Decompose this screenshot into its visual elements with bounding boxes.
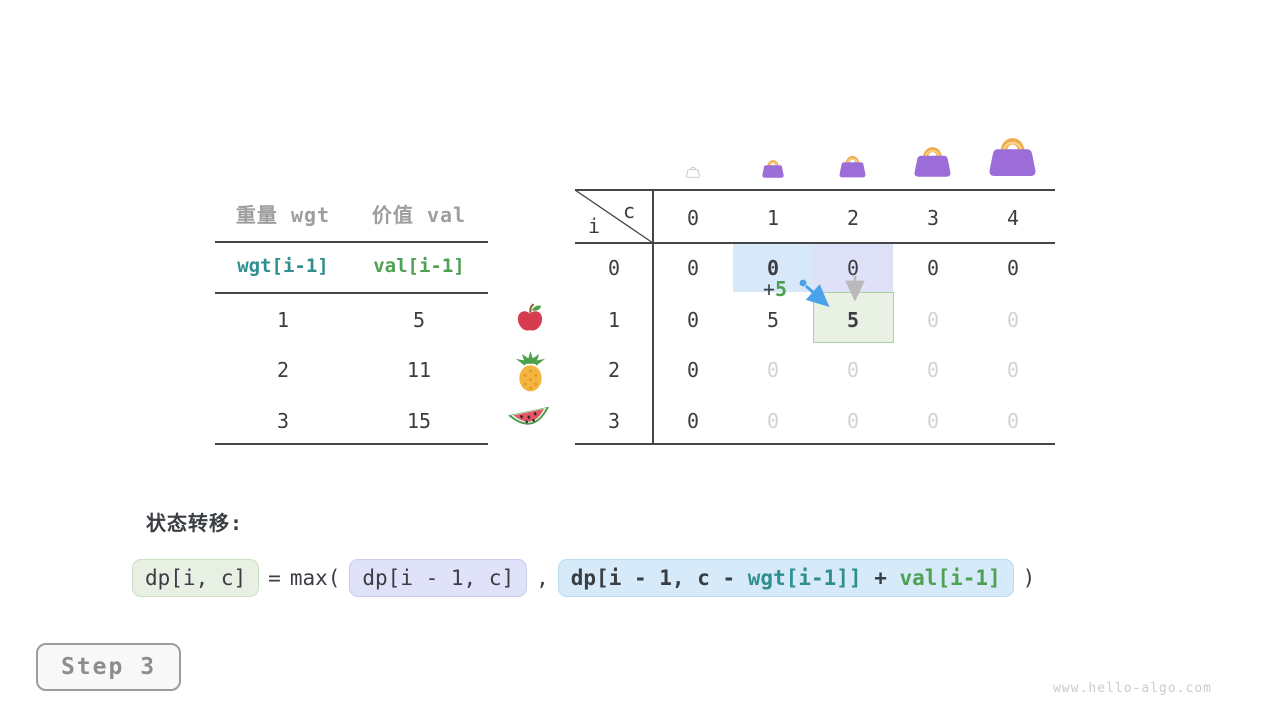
added-value: 5 bbox=[775, 277, 788, 301]
dp-corner-col-label: c bbox=[622, 199, 636, 223]
items-index-val: val[i-1] bbox=[373, 255, 465, 277]
apple-icon bbox=[517, 303, 543, 331]
item-value: 11 bbox=[406, 358, 432, 382]
dp-cell-current: 5 bbox=[846, 308, 860, 332]
dp-cell: 0 bbox=[1006, 256, 1020, 280]
diagonal-add-arrow-icon bbox=[799, 279, 830, 308]
formula-equals: = bbox=[268, 566, 281, 590]
dp-row-header: 2 bbox=[607, 358, 621, 382]
dp-col-header: 3 bbox=[926, 206, 940, 230]
item-weight: 3 bbox=[276, 409, 290, 433]
dp-col-header: 2 bbox=[846, 206, 860, 230]
formula-arg-take-head: dp[i - 1, c - bbox=[570, 566, 748, 590]
dp-rule-vertical bbox=[652, 189, 654, 445]
item-value: 15 bbox=[406, 409, 432, 433]
dp-cell: 0 bbox=[1006, 308, 1020, 332]
dp-row-header: 1 bbox=[607, 308, 621, 332]
formula-arg-take-val: val[i-1] bbox=[899, 566, 1001, 590]
dp-cell: 0 bbox=[766, 358, 780, 382]
dp-cell: 0 bbox=[846, 358, 860, 382]
watermelon-icon bbox=[508, 406, 550, 425]
dp-corner-row-label: i bbox=[587, 214, 601, 238]
formula-lhs: dp[i, c] bbox=[132, 559, 260, 597]
item-value: 5 bbox=[412, 308, 426, 332]
formula-arg-take-wgt: wgt[i-1]] bbox=[747, 566, 862, 590]
watermark: www.hello-algo.com bbox=[1053, 681, 1212, 696]
dp-col-header: 1 bbox=[766, 206, 780, 230]
dp-rule-top bbox=[575, 189, 1055, 191]
items-table-rule-mid bbox=[215, 292, 488, 294]
items-index-wgt: wgt[i-1] bbox=[237, 255, 329, 277]
dp-cell: 0 bbox=[926, 308, 940, 332]
dp-cell: 0 bbox=[686, 256, 700, 280]
dp-row-header: 0 bbox=[607, 256, 621, 280]
dp-cell: 0 bbox=[846, 256, 860, 280]
dp-cell: 0 bbox=[1006, 358, 1020, 382]
formula-comma: , bbox=[536, 566, 549, 590]
formula-max-open: max( bbox=[289, 566, 341, 590]
item-weight: 1 bbox=[276, 308, 290, 332]
items-col-header-weight: 重量 wgt bbox=[235, 203, 331, 227]
dp-cell: 0 bbox=[1006, 409, 1020, 433]
dp-cell: 5 bbox=[766, 308, 780, 332]
dp-cell: 0 bbox=[766, 409, 780, 433]
formula-close-paren: ) bbox=[1022, 566, 1036, 590]
dp-rule-bottom bbox=[575, 443, 1055, 445]
dp-cell: 0 bbox=[686, 308, 700, 332]
formula-arg-take: dp[i - 1, c - wgt[i-1]] + val[i-1] bbox=[557, 559, 1014, 597]
dp-col-header: 0 bbox=[686, 206, 700, 230]
item-weight: 2 bbox=[276, 358, 290, 382]
step-badge: Step 3 bbox=[36, 643, 181, 691]
bag-lg-icon bbox=[989, 138, 1036, 176]
bag-sm-icon bbox=[839, 156, 866, 178]
dp-cell: 0 bbox=[926, 256, 940, 280]
dp-row-header: 3 bbox=[607, 409, 621, 433]
formula-arg-take-plus: + bbox=[861, 566, 900, 590]
pineapple-icon bbox=[515, 351, 546, 392]
transition-add-value-label: +5 bbox=[763, 277, 787, 301]
dp-col-header: 4 bbox=[1006, 206, 1020, 230]
dp-cell: 0 bbox=[926, 358, 940, 382]
bag-md-icon bbox=[914, 147, 951, 177]
highlight-cell-prev-same-c bbox=[733, 244, 813, 292]
dp-cell: 0 bbox=[686, 358, 700, 382]
dp-cell: 0 bbox=[766, 256, 780, 280]
dp-rule-header bbox=[575, 242, 1055, 244]
bag-ghost-icon bbox=[686, 166, 700, 178]
dp-corner-diagonal bbox=[575, 190, 653, 243]
items-col-header-value: 价值 val bbox=[371, 203, 467, 227]
plus-sign: + bbox=[763, 277, 776, 301]
dp-cell: 0 bbox=[846, 409, 860, 433]
transition-arrows bbox=[799, 276, 865, 308]
dp-cell: 0 bbox=[926, 409, 940, 433]
dp-cell: 0 bbox=[686, 409, 700, 433]
formula-arg-keep: dp[i - 1, c] bbox=[349, 559, 528, 597]
state-transition-heading: 状态转移: bbox=[146, 511, 244, 535]
bag-xs-icon bbox=[762, 160, 784, 178]
state-transition-formula: dp[i, c] = max( dp[i - 1, c] , dp[i - 1,… bbox=[132, 559, 1035, 597]
items-table-rule-bottom bbox=[215, 443, 488, 445]
items-table-rule-top bbox=[215, 241, 488, 243]
